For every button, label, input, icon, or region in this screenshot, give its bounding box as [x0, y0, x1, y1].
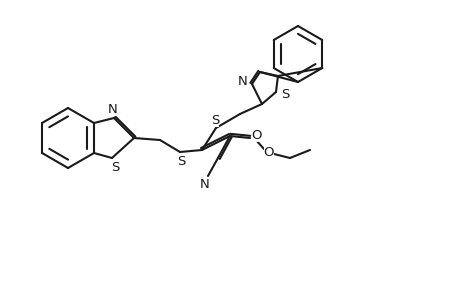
Text: S: S — [210, 113, 218, 127]
Text: S: S — [280, 88, 289, 100]
Text: S: S — [176, 154, 185, 167]
Text: S: S — [111, 160, 119, 173]
Text: N: N — [108, 103, 118, 116]
Text: O: O — [263, 146, 274, 158]
Text: N: N — [200, 178, 209, 191]
Text: O: O — [251, 128, 262, 142]
Text: N: N — [238, 74, 247, 88]
